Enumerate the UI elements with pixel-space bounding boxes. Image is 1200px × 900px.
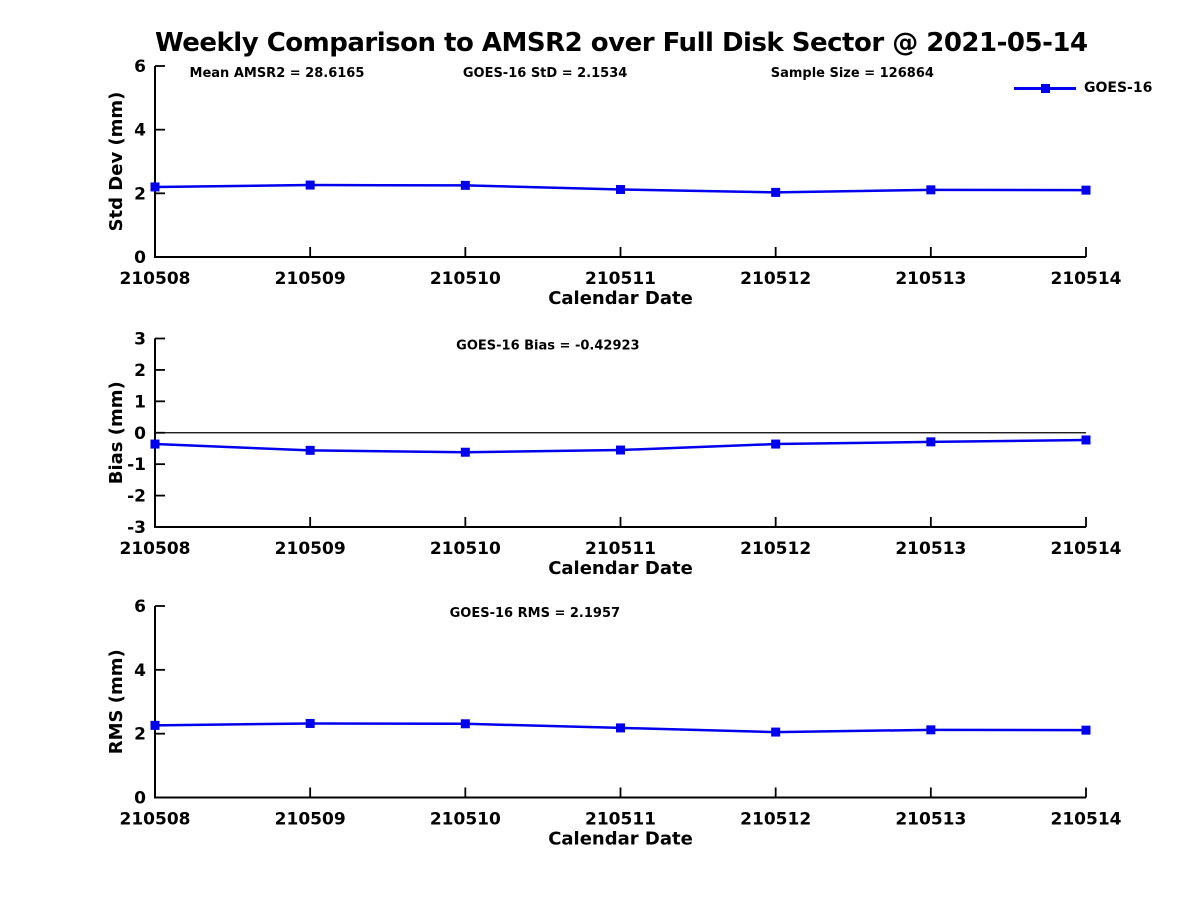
y-tick-label: 6 (134, 597, 146, 617)
x-tick-label: 210510 (430, 269, 501, 289)
y-tick-label: 3 (134, 330, 146, 350)
x-axis-label: Calendar Date (548, 288, 693, 309)
x-tick-label: 210509 (275, 810, 346, 830)
x-tick-label: 210511 (585, 269, 656, 289)
y-tick-label: 4 (134, 121, 146, 141)
x-tick-label: 210512 (740, 810, 811, 830)
x-tick-label: 210514 (1051, 810, 1122, 830)
y-tick-label: 6 (134, 57, 146, 77)
data-point-marker (771, 727, 781, 737)
x-tick-label: 210511 (585, 539, 656, 559)
annotation-text: GOES-16 Bias = -0.42923 (456, 339, 639, 354)
y-axis-label: Std Dev (mm) (106, 92, 127, 232)
x-tick-label: 210510 (430, 810, 501, 830)
legend-line-sample (1014, 83, 1076, 93)
data-point-marker (460, 447, 470, 457)
y-axis-label: Bias (mm) (106, 381, 127, 484)
y-tick-label: -1 (127, 455, 146, 475)
x-axis-label: Calendar Date (548, 558, 693, 579)
x-tick-label: 210508 (120, 539, 191, 559)
data-point-marker (771, 439, 781, 449)
x-tick-label: 210509 (275, 269, 346, 289)
x-tick-label: 210510 (430, 539, 501, 559)
y-tick-label: 4 (134, 661, 146, 681)
data-point-marker (305, 445, 315, 455)
figure-title: Weekly Comparison to AMSR2 over Full Dis… (155, 28, 1088, 58)
x-tick-label: 210508 (120, 269, 191, 289)
data-point-marker (305, 180, 315, 190)
data-point-marker (616, 445, 625, 455)
y-tick-label: -3 (127, 518, 146, 538)
annotation-text: Mean AMSR2 = 28.6165 (190, 66, 365, 81)
x-tick-label: 210514 (1051, 269, 1122, 289)
x-tick-label: 210511 (585, 810, 656, 830)
legend: GOES-16 (1014, 80, 1152, 96)
annotation-text: GOES-16 StD = 2.1534 (463, 66, 627, 81)
data-point-marker (616, 185, 625, 195)
subplot-rms-mm: 0 2 4 6 210508 210509 210510 210511 210512 210513… (106, 597, 1122, 850)
subplot-bias-mm: -3 -2 -1 0 1 2 3 210508 210509 210510 210511 210512… (106, 330, 1122, 580)
annotation-text: GOES-16 RMS = 2.1957 (450, 606, 620, 621)
y-axis-label: RMS (mm) (106, 649, 127, 754)
x-tick-label: 210512 (740, 539, 811, 559)
subplot-std-dev-mm: 0 2 4 6 210508 210509 210510 210511 210512 210513… (106, 57, 1122, 309)
data-point-marker (150, 439, 160, 449)
data-point-marker (1081, 185, 1091, 195)
y-tick-label: 2 (134, 361, 146, 381)
x-tick-label: 210508 (120, 810, 191, 830)
data-point-marker (460, 180, 470, 190)
data-point-marker (305, 718, 315, 728)
x-tick-label: 210513 (895, 269, 966, 289)
data-point-marker (150, 720, 160, 730)
legend-marker (1040, 83, 1050, 93)
data-point-marker (926, 185, 936, 195)
data-point-marker (1081, 725, 1091, 735)
x-tick-label: 210513 (895, 539, 966, 559)
x-tick-label: 210514 (1051, 539, 1122, 559)
y-tick-label: 2 (134, 725, 146, 745)
y-tick-label: 0 (134, 248, 146, 268)
x-tick-label: 210513 (895, 810, 966, 830)
axis-spines (154, 66, 1086, 258)
y-tick-label: -2 (127, 487, 146, 507)
data-point-marker (771, 187, 781, 197)
x-tick-label: 210509 (275, 539, 346, 559)
legend-label: GOES-16 (1084, 80, 1153, 96)
y-tick-label: 0 (134, 424, 146, 444)
x-tick-label: 210512 (740, 269, 811, 289)
data-point-marker (150, 182, 160, 192)
data-point-marker (926, 437, 936, 447)
y-tick-label: 0 (134, 789, 146, 809)
data-point-marker (1081, 435, 1091, 445)
axis-spines (154, 606, 1086, 799)
annotation-text: Sample Size = 126864 (771, 66, 934, 81)
data-point-marker (616, 723, 625, 733)
data-point-marker (460, 719, 470, 729)
y-tick-label: 2 (134, 184, 146, 204)
x-axis-label: Calendar Date (548, 829, 693, 850)
data-point-marker (926, 725, 936, 735)
y-tick-label: 1 (134, 392, 146, 412)
